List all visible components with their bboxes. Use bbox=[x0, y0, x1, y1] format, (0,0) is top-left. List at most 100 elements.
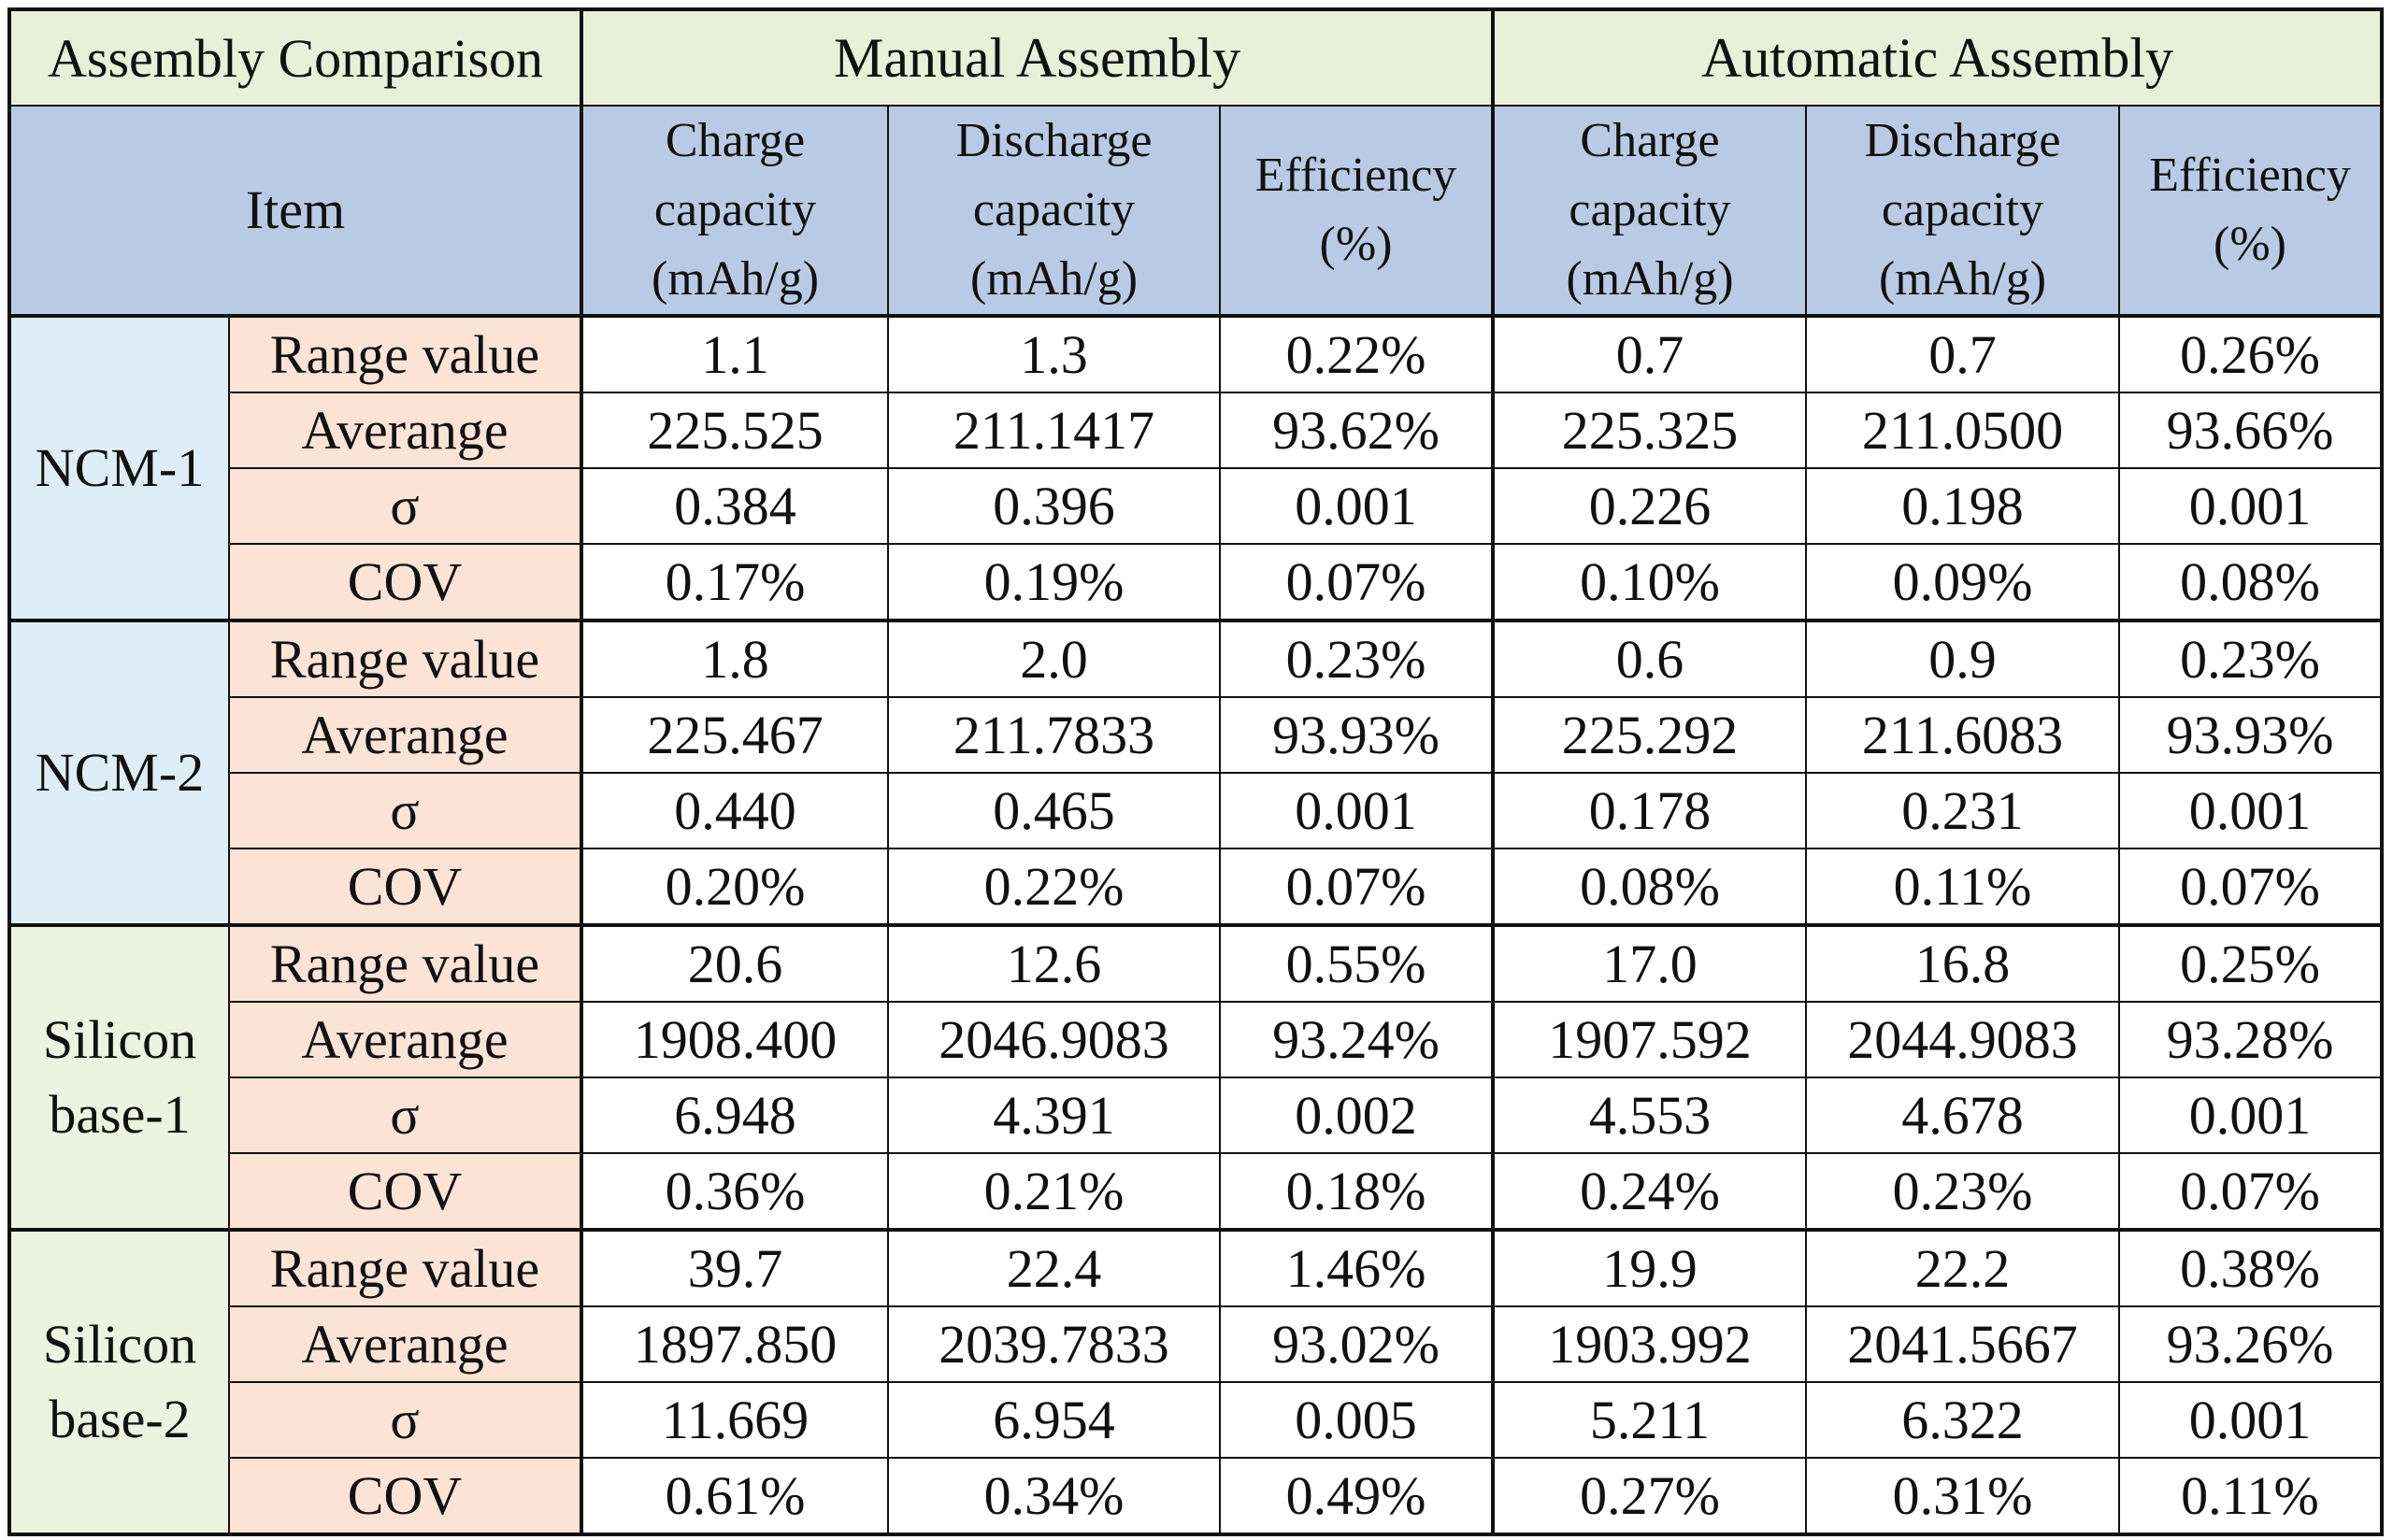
value-cell-automatic-charge-capacity: 0.08% bbox=[1491, 848, 1808, 926]
value-cell-automatic-efficiency: 0.23% bbox=[2118, 619, 2384, 698]
table-row: COV 0.36% 0.21% 0.18% 0.24% 0.23% 0.07% bbox=[9, 1152, 2384, 1231]
value-cell-automatic-efficiency: 0.001 bbox=[2118, 772, 2384, 849]
header-line: capacity bbox=[653, 183, 817, 236]
value-cell-automatic-charge-capacity: 225.292 bbox=[1491, 696, 1808, 774]
table-body: Assembly Comparison Manual Assembly Auto… bbox=[7, 8, 2384, 1535]
manual-discharge-capacity-header: Discharge capacity (mAh/g) bbox=[887, 105, 1222, 317]
manual-charge-capacity-header: Charge capacity (mAh/g) bbox=[580, 105, 890, 317]
value-cell-manual-efficiency: 0.23% bbox=[1219, 619, 1495, 698]
value-cell-manual-discharge-capacity: 0.465 bbox=[887, 772, 1222, 849]
value-cell-manual-efficiency: 0.005 bbox=[1219, 1381, 1495, 1459]
group-name-line: base-2 bbox=[49, 1389, 191, 1449]
stat-label-sigma: σ bbox=[227, 1381, 583, 1459]
value-cell-automatic-efficiency: 0.25% bbox=[2118, 923, 2384, 1003]
value-cell-automatic-discharge-capacity: 0.231 bbox=[1805, 772, 2121, 849]
group-name-cell: NCM-1 bbox=[8, 314, 230, 621]
header-line: capacity bbox=[1881, 183, 2044, 236]
value-cell-manual-charge-capacity: 0.17% bbox=[580, 543, 890, 621]
value-cell-manual-discharge-capacity: 1.3 bbox=[887, 314, 1222, 393]
value-cell-automatic-efficiency: 0.08% bbox=[2118, 543, 2384, 621]
value-cell-manual-charge-capacity: 39.7 bbox=[580, 1228, 890, 1307]
value-cell-automatic-discharge-capacity: 22.2 bbox=[1805, 1228, 2121, 1307]
header-line: capacity bbox=[1569, 183, 1731, 236]
value-cell-automatic-charge-capacity: 17.0 bbox=[1491, 923, 1808, 1003]
value-cell-manual-charge-capacity: 0.20% bbox=[580, 848, 890, 926]
value-cell-automatic-charge-capacity: 225.325 bbox=[1491, 392, 1808, 469]
value-cell-automatic-discharge-capacity: 0.198 bbox=[1805, 467, 2121, 545]
corner-title-cell: Assembly Comparison bbox=[7, 8, 583, 107]
group-name-cell: Silicon base-1 bbox=[8, 923, 230, 1231]
header-line: (%) bbox=[1319, 218, 1393, 271]
value-cell-manual-charge-capacity: 1908.400 bbox=[580, 1001, 890, 1078]
table-row: COV 0.20% 0.22% 0.07% 0.08% 0.11% 0.07% bbox=[9, 848, 2384, 926]
value-cell-automatic-efficiency: 93.93% bbox=[2118, 696, 2384, 774]
value-cell-manual-discharge-capacity: 22.4 bbox=[887, 1228, 1222, 1307]
value-cell-manual-discharge-capacity: 0.34% bbox=[887, 1457, 1222, 1535]
table-row: Silicon base-2 Range value 39.7 22.4 1.46% 19.… bbox=[8, 1228, 2384, 1535]
header-line: Efficiency bbox=[1254, 149, 1457, 202]
header-line: Discharge bbox=[1864, 114, 2061, 167]
value-cell-manual-charge-capacity: 1.8 bbox=[580, 619, 890, 698]
value-cell-automatic-efficiency: 0.38% bbox=[2118, 1228, 2384, 1307]
value-cell-manual-discharge-capacity: 4.391 bbox=[887, 1077, 1222, 1154]
value-cell-automatic-discharge-capacity: 4.678 bbox=[1805, 1077, 2121, 1154]
value-cell-manual-discharge-capacity: 0.21% bbox=[887, 1152, 1222, 1231]
table-row: Averange 1908.400 2046.9083 93.24% 1907.592 2… bbox=[9, 1001, 2384, 1078]
group-name-cell: NCM-2 bbox=[8, 619, 230, 926]
stat-label-cov: COV bbox=[227, 1152, 583, 1231]
header-line: capacity bbox=[972, 183, 1136, 236]
item-header-cell: Item bbox=[7, 105, 583, 317]
value-cell-manual-efficiency: 93.24% bbox=[1219, 1001, 1495, 1078]
value-cell-automatic-discharge-capacity: 16.8 bbox=[1805, 923, 2121, 1003]
table-row: σ 11.669 6.954 0.005 5.211 6.322 0.001 bbox=[9, 1381, 2384, 1459]
table-row: COV 0.17% 0.19% 0.07% 0.10% 0.09% 0.08% bbox=[9, 543, 2384, 621]
value-cell-manual-efficiency: 1.46% bbox=[1219, 1228, 1495, 1307]
value-cell-manual-discharge-capacity: 2.0 bbox=[887, 619, 1222, 698]
value-cell-automatic-discharge-capacity: 211.0500 bbox=[1805, 392, 2121, 469]
manual-assembly-title-cell: Manual Assembly bbox=[580, 8, 1495, 107]
value-cell-automatic-discharge-capacity: 0.23% bbox=[1805, 1152, 2121, 1231]
value-cell-manual-efficiency: 93.62% bbox=[1219, 392, 1495, 469]
header-line: (%) bbox=[2214, 218, 2286, 271]
header-line: Charge bbox=[665, 114, 806, 167]
stat-label-range-value: Range value bbox=[227, 314, 583, 393]
automatic-discharge-capacity-header: Discharge capacity (mAh/g) bbox=[1805, 105, 2121, 317]
value-cell-automatic-discharge-capacity: 0.31% bbox=[1805, 1457, 2121, 1535]
value-cell-automatic-efficiency: 93.28% bbox=[2118, 1001, 2384, 1078]
automatic-charge-capacity-header: Charge capacity (mAh/g) bbox=[1491, 105, 1808, 317]
value-cell-automatic-efficiency: 0.07% bbox=[2118, 848, 2384, 926]
stat-label-cov: COV bbox=[227, 543, 583, 621]
group-name-line: NCM-1 bbox=[35, 437, 205, 498]
value-cell-manual-charge-capacity: 1897.850 bbox=[580, 1305, 890, 1383]
value-cell-manual-discharge-capacity: 12.6 bbox=[887, 923, 1222, 1003]
table-row: NCM-2 Range value 1.8 2.0 0.23% 0.6 0.9 0.23% bbox=[8, 619, 2384, 926]
value-cell-manual-discharge-capacity: 6.954 bbox=[887, 1381, 1222, 1459]
header-line: (mAh/g) bbox=[969, 252, 1139, 306]
value-cell-manual-efficiency: 93.93% bbox=[1219, 696, 1495, 774]
group-name-cell: Silicon base-2 bbox=[8, 1228, 230, 1535]
stat-label-average: Averange bbox=[227, 696, 583, 774]
header-line: Discharge bbox=[955, 114, 1153, 167]
stat-label-sigma: σ bbox=[227, 1077, 583, 1154]
group-name-line: Silicon bbox=[42, 1314, 197, 1375]
value-cell-automatic-discharge-capacity: 2044.9083 bbox=[1805, 1001, 2121, 1078]
value-cell-automatic-discharge-capacity: 0.09% bbox=[1805, 543, 2121, 621]
table-row: Averange 225.467 211.7833 93.93% 225.292 211.… bbox=[9, 696, 2384, 774]
value-cell-automatic-efficiency: 0.001 bbox=[2118, 1381, 2384, 1459]
stat-label-range-value: Range value bbox=[227, 1228, 583, 1307]
value-cell-automatic-charge-capacity: 0.27% bbox=[1491, 1457, 1808, 1535]
column-header-row: Item Charge capacity (mAh/g) Discharge capac… bbox=[7, 105, 2384, 317]
value-cell-automatic-efficiency: 0.001 bbox=[2118, 467, 2384, 545]
value-cell-manual-charge-capacity: 1.1 bbox=[580, 314, 890, 393]
header-line: (mAh/g) bbox=[1566, 252, 1734, 306]
table-row: σ 0.384 0.396 0.001 0.226 0.198 0.001 bbox=[9, 467, 2384, 545]
group-name-line: Silicon bbox=[42, 1009, 197, 1070]
value-cell-automatic-charge-capacity: 0.178 bbox=[1491, 772, 1808, 849]
stat-label-average: Averange bbox=[227, 1305, 583, 1383]
value-cell-automatic-charge-capacity: 0.10% bbox=[1491, 543, 1808, 621]
value-cell-manual-efficiency: 0.22% bbox=[1219, 314, 1495, 393]
stat-label-range-value: Range value bbox=[227, 923, 583, 1003]
value-cell-automatic-discharge-capacity: 2041.5667 bbox=[1805, 1305, 2121, 1383]
value-cell-automatic-discharge-capacity: 0.9 bbox=[1805, 619, 2121, 698]
table-row: Averange 1897.850 2039.7833 93.02% 1903.992 2… bbox=[9, 1305, 2384, 1383]
